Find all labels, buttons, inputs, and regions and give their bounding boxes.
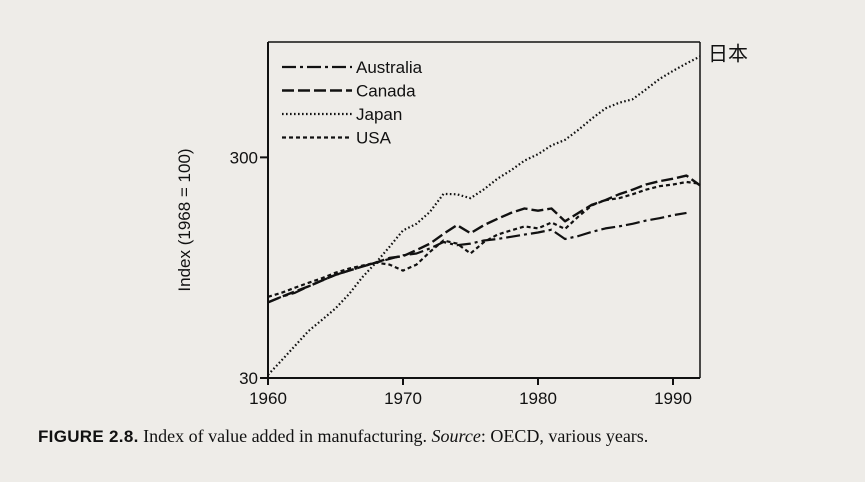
series-layer — [267, 55, 701, 376]
y-tick-label: 300 — [230, 148, 258, 167]
legend-label-canada: Canada — [356, 82, 416, 101]
caption-label: FIGURE 2.8. — [38, 427, 139, 446]
figure-caption: FIGURE 2.8. Index of value added in manu… — [38, 426, 858, 447]
caption-text: Index of value added in manufacturing. — [138, 426, 432, 446]
series-line-australia — [267, 211, 687, 304]
series-line-usa — [267, 180, 701, 298]
chart: 1960 1970 1980 1990 30 300 Australia Canada Jap… — [175, 41, 748, 408]
legend: Australia Canada Japan USA — [282, 58, 423, 148]
x-tick-label: 1980 — [519, 389, 557, 408]
caption-source-text: : OECD, various years. — [480, 426, 649, 446]
plot-frame — [267, 41, 701, 379]
y-axis-title: Index (1968 = 100) — [175, 148, 194, 291]
caption-source-word: Source — [431, 426, 481, 446]
legend-label-japan: Japan — [356, 105, 402, 124]
legend-label-australia: Australia — [356, 58, 423, 77]
japan-annotation: 日本 — [708, 41, 748, 65]
x-tick-label: 1990 — [654, 389, 692, 408]
legend-label-usa: USA — [356, 129, 392, 148]
y-tick-label: 30 — [239, 369, 258, 388]
axis-ticks: 1960 1970 1980 1990 30 300 — [230, 148, 692, 408]
series-line-canada — [267, 174, 701, 304]
x-tick-label: 1970 — [384, 389, 422, 408]
x-tick-label: 1960 — [249, 389, 287, 408]
series-line-japan — [267, 55, 701, 376]
